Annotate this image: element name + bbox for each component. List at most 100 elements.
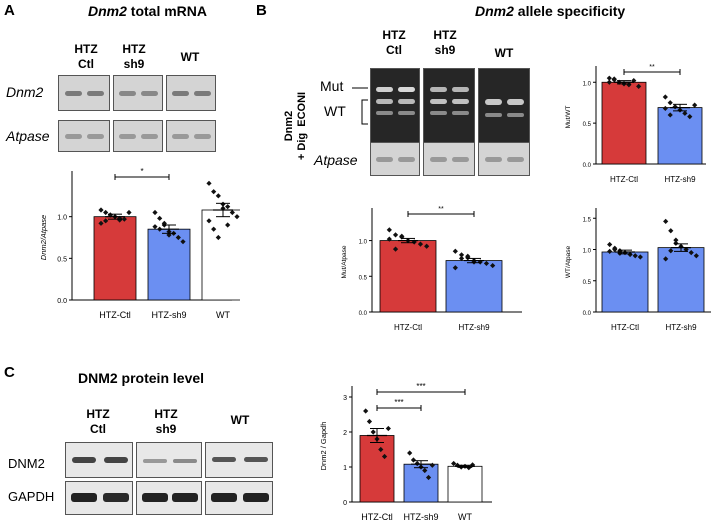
data-point bbox=[667, 100, 673, 106]
data-point bbox=[688, 250, 694, 256]
panel-letter-a: A bbox=[4, 2, 15, 19]
bar-htz-sh9 bbox=[403, 463, 439, 503]
side-label-dnm2-dig: Dnm2 + Dig ECONI bbox=[283, 91, 308, 161]
panel-a-title: Dnm2 total mRNA bbox=[88, 3, 207, 19]
data-point bbox=[425, 474, 432, 481]
gel-a-dnm2-3 bbox=[166, 75, 216, 111]
blot-c-gapdh-1 bbox=[65, 481, 133, 515]
data-point bbox=[152, 224, 158, 230]
data-point bbox=[392, 232, 399, 238]
data-point bbox=[103, 209, 109, 216]
y-tick-label: 0 bbox=[343, 500, 347, 507]
data-point bbox=[612, 246, 618, 253]
data-point bbox=[370, 429, 376, 435]
side-label-wrap: Dnm2 + Dig ECONI bbox=[276, 92, 316, 160]
data-point bbox=[157, 215, 163, 221]
data-point bbox=[98, 207, 104, 213]
chart-a-total-mrna: 0.0 0.5 1.0 Dnm2/Atpase HTZ-Ctl HTZ-sh9 WT * bbox=[39, 167, 240, 320]
chart-b-mut-atpase: 0.0 0.5 1.0 Mut/Atpase HTZ-Ctl HTZ-sh9 ** bbox=[341, 206, 522, 332]
blot-label-gapdh: GAPDH bbox=[8, 489, 55, 504]
lane-label-c-0: HTZ Ctl bbox=[86, 407, 110, 436]
gel-b-atpase-1 bbox=[370, 142, 420, 176]
data-point bbox=[211, 189, 217, 195]
sig-label: *** bbox=[394, 398, 403, 407]
y-tick-label: 2 bbox=[343, 430, 347, 437]
data-point bbox=[206, 218, 212, 224]
panel-b-title-rest: allele specificity bbox=[513, 3, 626, 19]
x-tick-label: HTZ-Ctl bbox=[394, 323, 422, 332]
y-tick-label: 1.0 bbox=[359, 240, 368, 246]
data-point bbox=[103, 218, 109, 224]
lane-label-b-1: HTZ sh9 bbox=[433, 28, 457, 57]
lane-label-c-1: HTZ sh9 bbox=[154, 407, 178, 436]
gel-a-dnm2-2 bbox=[113, 75, 163, 111]
data-point bbox=[399, 233, 405, 239]
gel-a-atpase-3 bbox=[166, 120, 216, 152]
data-point bbox=[225, 222, 231, 228]
x-tick-label: HTZ-sh9 bbox=[151, 310, 186, 320]
data-point bbox=[229, 209, 235, 216]
y-tick-label: 0.5 bbox=[359, 275, 368, 281]
data-point bbox=[454, 462, 461, 468]
data-point bbox=[662, 94, 668, 100]
data-point bbox=[607, 241, 613, 248]
data-point bbox=[381, 453, 388, 460]
y-tick-label: 0.0 bbox=[57, 298, 67, 305]
data-point bbox=[611, 76, 617, 82]
blot-c-dnm2-1 bbox=[65, 442, 133, 478]
x-tick-label: HTZ-sh9 bbox=[664, 175, 696, 184]
data-point bbox=[632, 253, 638, 259]
y-tick-label: 0.5 bbox=[57, 256, 67, 263]
bar-htz-sh9 bbox=[657, 107, 703, 165]
panel-letter-c: C bbox=[4, 364, 15, 381]
sig-label: *** bbox=[416, 382, 425, 391]
data-point bbox=[458, 252, 465, 258]
y-tick-label: 0.0 bbox=[359, 311, 368, 317]
sig-label: ** bbox=[649, 64, 655, 71]
data-point bbox=[687, 113, 693, 120]
y-tick-label: 3 bbox=[343, 395, 347, 402]
bar-wt bbox=[447, 465, 483, 503]
data-point bbox=[215, 234, 221, 241]
lane-label-b-2: WT bbox=[494, 46, 514, 60]
y-tick-label: 1.0 bbox=[583, 249, 592, 255]
chart-c-protein: 0 1 2 3 Dnm2 / Gapdh HTZ-Ctl HTZ-sh9 WT *** *** bbox=[319, 382, 492, 522]
x-tick-label: HTZ-Ctl bbox=[361, 512, 393, 522]
data-point bbox=[667, 112, 673, 118]
x-tick-label: HTZ-sh9 bbox=[458, 323, 490, 332]
x-tick-label: HTZ-Ctl bbox=[610, 175, 638, 184]
data-point bbox=[121, 216, 127, 222]
data-point bbox=[234, 214, 240, 220]
blot-label-dnm2: DNM2 bbox=[8, 456, 45, 471]
x-tick-label: HTZ-sh9 bbox=[403, 512, 438, 522]
bar-htz-ctl bbox=[379, 240, 437, 313]
panel-letter-b: B bbox=[256, 2, 267, 19]
panel-c-title: DNM2 protein level bbox=[78, 370, 205, 386]
data-point bbox=[366, 418, 373, 425]
bar-htz-ctl bbox=[601, 251, 649, 313]
y-axis-label: Dnm2/Atpase bbox=[39, 215, 48, 260]
data-point bbox=[673, 237, 679, 243]
panel-a-title-gene: Dnm2 bbox=[88, 3, 127, 19]
gel-b-mut-3 bbox=[478, 68, 530, 151]
y-axis-label: Dnm2 / Gapdh bbox=[319, 422, 328, 471]
lane-label-a-2: WT bbox=[180, 50, 200, 64]
blot-c-gapdh-2 bbox=[136, 481, 202, 515]
x-tick-label: HTZ-sh9 bbox=[665, 323, 697, 332]
bar-htz-ctl bbox=[359, 435, 395, 503]
data-point bbox=[385, 425, 391, 432]
data-point bbox=[225, 204, 231, 210]
data-point bbox=[98, 220, 104, 226]
lane-label-b-0: HTZ Ctl bbox=[382, 28, 406, 57]
y-tick-label: 1 bbox=[343, 465, 347, 472]
bar-wt bbox=[201, 209, 240, 301]
y-tick-label: 0.0 bbox=[583, 311, 592, 317]
y-tick-label: 0.5 bbox=[583, 122, 592, 128]
gel-label-b-atpase: Atpase bbox=[314, 152, 358, 168]
data-point bbox=[414, 460, 420, 467]
data-point bbox=[126, 209, 132, 216]
panel-b-title-gene: Dnm2 bbox=[475, 3, 514, 19]
x-tick-label: WT bbox=[458, 512, 472, 522]
gel-label-dnm2: Dnm2 bbox=[6, 84, 44, 100]
x-tick-label: HTZ-Ctl bbox=[99, 310, 131, 320]
